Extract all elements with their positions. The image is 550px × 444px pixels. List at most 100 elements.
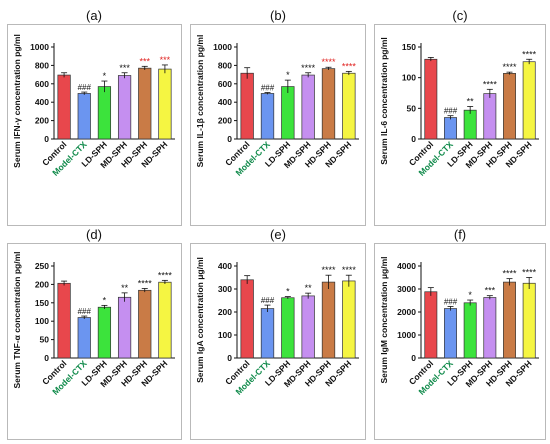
bar bbox=[503, 281, 516, 359]
chart-svg: Serum IL-1β concentration pg/ml 0 200 400 60… bbox=[195, 35, 359, 178]
significance-marker: * bbox=[286, 70, 290, 80]
significance-marker: * bbox=[468, 290, 472, 300]
bar bbox=[260, 93, 275, 140]
bar bbox=[483, 297, 497, 359]
bar bbox=[503, 73, 516, 140]
y-tick-label: 200 bbox=[35, 279, 49, 289]
y-tick-label: 0 bbox=[44, 134, 49, 144]
bar bbox=[260, 308, 275, 359]
bar bbox=[281, 86, 295, 140]
chart-panel: Serum IFN-γ concentration pg/ml 0 200 400 60… bbox=[7, 24, 182, 226]
bar bbox=[77, 317, 91, 359]
y-tick-label: 250 bbox=[35, 261, 49, 271]
significance-marker: **** bbox=[138, 278, 153, 288]
bar bbox=[444, 117, 457, 140]
y-tick-label: 1000 bbox=[30, 42, 49, 52]
y-axis-label: Serum TNF-α concentration pg/ml bbox=[12, 252, 22, 389]
y-axis-label: Serum IgM concentration μg/ml bbox=[379, 256, 389, 383]
chart-svg: Serum IL-6 concentration pg/ml 050100150C… bbox=[379, 37, 539, 178]
significance-marker: ### bbox=[261, 296, 275, 305]
bar bbox=[138, 289, 152, 359]
bar bbox=[522, 282, 536, 359]
panel-label: (c) bbox=[452, 8, 468, 23]
bar bbox=[158, 68, 172, 140]
chart-svg: Serum TNF-α concentration pg/ml 0 50 100 150… bbox=[12, 252, 175, 397]
significance-marker: ### bbox=[444, 297, 458, 306]
bar bbox=[240, 279, 254, 359]
y-tick-label: 600 bbox=[35, 79, 49, 89]
y-axis-label: Serum IFN-γ concentration pg/ml bbox=[12, 34, 22, 168]
bar bbox=[463, 109, 477, 140]
significance-marker: **** bbox=[502, 62, 517, 72]
significance-marker: * bbox=[103, 71, 107, 81]
significance-marker: **** bbox=[483, 79, 498, 89]
y-tick-label: 100 bbox=[402, 73, 416, 83]
significance-marker: **** bbox=[522, 49, 537, 59]
bar bbox=[321, 281, 336, 359]
significance-marker: **** bbox=[321, 57, 336, 67]
y-tick-label: 1000 bbox=[397, 330, 416, 340]
y-tick-label: 400 bbox=[218, 97, 232, 107]
chart-panel: Serum IL-1β concentration pg/ml 0 200 400 60… bbox=[190, 24, 366, 226]
significance-marker: ### bbox=[78, 83, 92, 92]
bar bbox=[77, 93, 91, 140]
significance-marker: ### bbox=[261, 84, 275, 93]
y-tick-label: 300 bbox=[218, 284, 232, 294]
bar bbox=[424, 58, 438, 140]
bar bbox=[463, 302, 477, 359]
bar bbox=[321, 68, 336, 140]
bar bbox=[444, 308, 457, 359]
y-tick-label: 1000 bbox=[213, 42, 232, 52]
y-tick-label: 100 bbox=[218, 330, 232, 340]
y-tick-label: 3000 bbox=[397, 284, 416, 294]
y-tick-label: 800 bbox=[35, 60, 49, 70]
y-tick-label: 400 bbox=[35, 97, 49, 107]
bar bbox=[522, 61, 536, 140]
bar bbox=[342, 280, 356, 359]
significance-marker: *** bbox=[139, 56, 150, 66]
chart-svg: Serum IFN-γ concentration pg/ml 0 200 400 60… bbox=[12, 34, 175, 178]
panel-label: (f) bbox=[453, 227, 467, 242]
bar bbox=[117, 296, 132, 359]
bar bbox=[57, 282, 71, 359]
significance-marker: ** bbox=[305, 283, 313, 293]
panel-label: (d) bbox=[86, 227, 102, 242]
chart-svg: Serum IgA concentration μg/ml 0 100 200 300 4… bbox=[195, 257, 359, 397]
significance-marker: **** bbox=[342, 265, 357, 275]
panel-label: (e) bbox=[270, 227, 286, 242]
bar bbox=[57, 74, 71, 140]
chart-svg: Serum IgM concentration μg/ml 0 1000 2000 30… bbox=[379, 256, 539, 397]
y-tick-label: 0 bbox=[411, 353, 416, 363]
chart-panel: Serum IL-6 concentration pg/ml 0 50 100 150 C… bbox=[374, 24, 546, 226]
significance-marker: *** bbox=[119, 63, 130, 73]
y-tick-label: 0 bbox=[44, 353, 49, 363]
y-tick-label: 4000 bbox=[397, 261, 416, 271]
significance-marker: **** bbox=[342, 61, 357, 71]
significance-marker: *** bbox=[160, 55, 171, 65]
significance-marker: ### bbox=[444, 107, 458, 116]
y-tick-label: 200 bbox=[218, 116, 232, 126]
chart-panel: Serum TNF-α concentration pg/ml 0 50 100 150… bbox=[7, 243, 182, 440]
significance-marker: **** bbox=[502, 269, 517, 279]
panel-label: (a) bbox=[86, 8, 102, 23]
bar bbox=[158, 281, 172, 359]
bar bbox=[301, 295, 315, 359]
y-axis-label: Serum IL-1β concentration pg/ml bbox=[195, 35, 205, 168]
bar bbox=[97, 306, 112, 359]
significance-marker: * bbox=[286, 287, 290, 297]
significance-marker: **** bbox=[301, 63, 316, 73]
y-tick-label: 200 bbox=[218, 307, 232, 317]
significance-marker: ### bbox=[78, 307, 92, 316]
y-axis-label: Serum IgA concentration μg/ml bbox=[195, 257, 205, 383]
y-tick-label: 800 bbox=[218, 60, 232, 70]
bar bbox=[281, 297, 295, 359]
chart-panel: Serum IgM concentration μg/ml 0 1000 2000 30… bbox=[374, 243, 546, 440]
y-tick-label: 0 bbox=[227, 353, 232, 363]
bar bbox=[342, 72, 356, 140]
bar bbox=[301, 74, 315, 140]
y-axis-label: Serum IL-6 concentration pg/ml bbox=[379, 37, 389, 165]
significance-marker: **** bbox=[158, 270, 173, 280]
bar bbox=[483, 93, 497, 140]
y-tick-label: 50 bbox=[407, 103, 417, 113]
